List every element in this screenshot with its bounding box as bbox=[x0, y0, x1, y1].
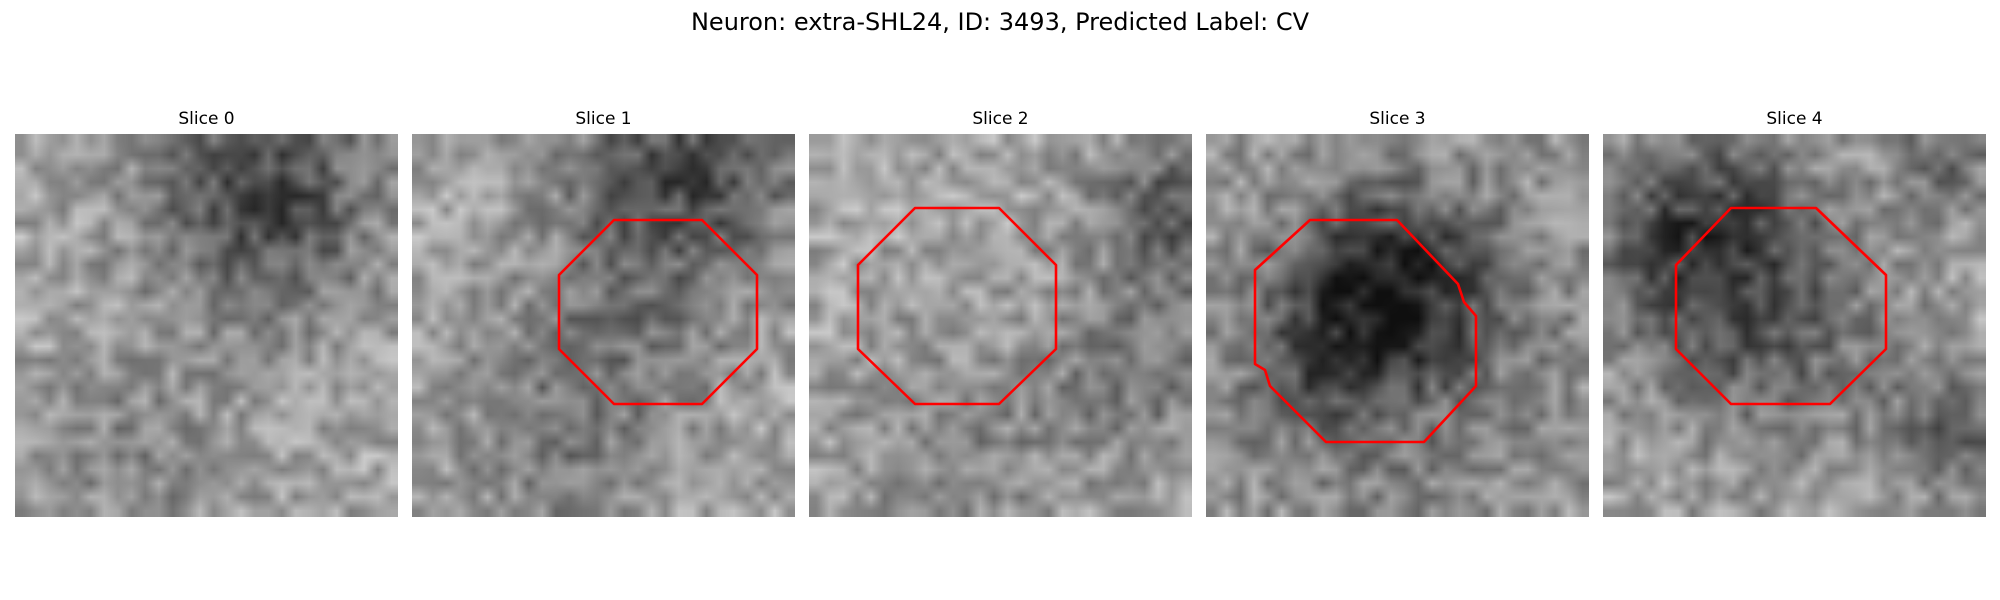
roi-outline bbox=[856, 206, 1058, 406]
slice-title: Slice 4 bbox=[1766, 109, 1823, 129]
slice-image bbox=[412, 134, 795, 517]
slice-title: Slice 2 bbox=[972, 109, 1029, 129]
slice-image bbox=[15, 134, 398, 517]
slice-title: Slice 0 bbox=[178, 109, 235, 129]
roi-outline bbox=[1674, 206, 1888, 406]
figure-title: Neuron: extra-SHL24, ID: 3493, Predicted… bbox=[690, 8, 1310, 36]
slice-title: Slice 3 bbox=[1369, 109, 1426, 129]
roi-outline bbox=[1253, 218, 1478, 444]
slice-title: Slice 1 bbox=[575, 109, 632, 129]
slice-image bbox=[809, 134, 1192, 517]
slice-image bbox=[1603, 134, 1986, 517]
slice-image bbox=[1206, 134, 1589, 517]
roi-outline bbox=[557, 218, 759, 406]
